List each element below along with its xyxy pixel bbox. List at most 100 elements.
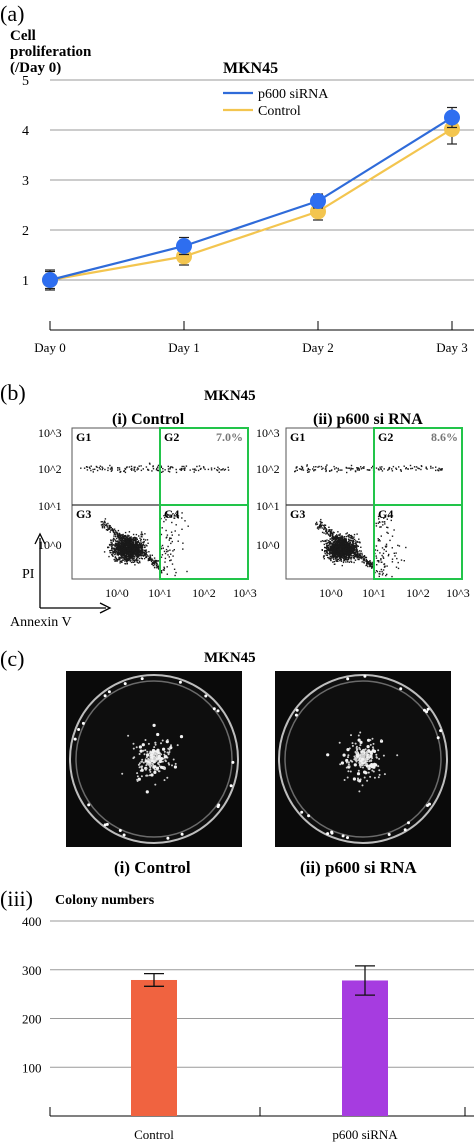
event-dot: [128, 531, 131, 533]
event-dot: [203, 467, 205, 469]
event-dot: [333, 547, 335, 549]
event-dot: [405, 467, 407, 469]
event-dot: [113, 538, 115, 540]
event-dot: [340, 558, 342, 561]
event-dot: [359, 552, 361, 554]
event-dot: [153, 561, 155, 564]
event-dot: [372, 561, 374, 564]
colony: [138, 766, 141, 769]
event-dot: [333, 551, 336, 553]
colony: [357, 777, 359, 780]
event-dot: [347, 557, 349, 559]
event-dot: [343, 545, 345, 547]
colony: [378, 769, 381, 772]
event-dot: [125, 547, 127, 550]
flow-plot-1-yticks: 10^3 10^2 10^1 10^0: [38, 426, 62, 552]
colony: [158, 759, 163, 764]
event-dot: [210, 467, 213, 469]
colony: [364, 757, 366, 760]
event-dot: [326, 464, 328, 466]
event-dot: [101, 466, 103, 468]
event-dot: [176, 515, 179, 518]
colony: [149, 758, 152, 761]
event-dot: [326, 542, 328, 544]
event-dot: [142, 550, 144, 552]
event-dot: [388, 468, 390, 470]
event-dot: [133, 548, 135, 551]
event-dot: [113, 535, 115, 537]
event-dot: [332, 537, 334, 540]
event-dot: [136, 548, 139, 550]
event-dot: [134, 466, 136, 468]
event-dot: [135, 547, 138, 549]
event-dot: [132, 539, 135, 542]
event-dot: [131, 541, 133, 543]
event-dot: [355, 555, 357, 557]
event-dot: [138, 554, 140, 557]
event-dot: [108, 546, 110, 548]
event-dot: [355, 540, 357, 542]
event-dot: [349, 546, 351, 549]
event-dot: [340, 545, 343, 548]
event-dot: [381, 547, 384, 549]
x-tick-label: Control: [134, 1127, 174, 1142]
event-dot: [394, 555, 396, 557]
event-dot: [363, 556, 366, 558]
event-dot: [113, 533, 115, 535]
event-dot: [339, 558, 341, 560]
event-dot: [158, 567, 160, 570]
event-dot: [327, 544, 329, 547]
event-dot: [355, 549, 357, 551]
event-dot: [116, 560, 118, 562]
event-dot: [379, 466, 381, 468]
colony: [359, 744, 362, 747]
event-dot: [120, 470, 122, 473]
colony: [358, 764, 361, 767]
event-dot: [331, 537, 333, 539]
event-dot: [131, 549, 133, 551]
event-dot: [112, 539, 114, 541]
event-dot: [140, 541, 142, 543]
event-dot: [195, 469, 197, 471]
event-dot: [336, 543, 338, 546]
rim-highlight: [87, 803, 91, 807]
event-dot: [123, 550, 126, 552]
event-dot: [324, 550, 326, 552]
colony: [163, 753, 166, 756]
event-dot: [378, 575, 380, 578]
event-dot: [349, 554, 351, 556]
event-dot: [331, 546, 333, 549]
event-dot: [155, 561, 157, 563]
event-dot: [104, 468, 106, 471]
event-dot: [135, 558, 138, 560]
event-dot: [366, 560, 368, 562]
event-dot: [169, 559, 171, 562]
event-dot: [142, 554, 145, 557]
event-dot: [135, 543, 138, 545]
event-dot: [124, 560, 126, 562]
event-dot: [336, 550, 338, 552]
event-dot: [166, 551, 168, 553]
event-dot: [350, 545, 352, 547]
event-dot: [167, 545, 169, 548]
event-dot: [132, 561, 134, 563]
event-dot: [127, 552, 129, 554]
colony: [368, 760, 371, 763]
event-dot: [156, 563, 158, 566]
event-dot: [426, 468, 428, 470]
flow-x-tick-label: 10^2: [192, 586, 216, 600]
event-dot: [184, 467, 186, 469]
event-dot: [371, 563, 373, 565]
colony: [362, 760, 365, 763]
event-dot: [151, 554, 153, 556]
event-dot: [357, 545, 359, 547]
event-dot: [170, 559, 172, 561]
event-dot: [321, 527, 323, 529]
colony: [149, 770, 152, 773]
event-dot: [110, 549, 112, 552]
event-dot: [316, 523, 319, 525]
event-dot: [375, 557, 378, 559]
event-dot: [398, 545, 401, 547]
event-dot: [124, 545, 127, 548]
event-dot: [130, 561, 133, 564]
